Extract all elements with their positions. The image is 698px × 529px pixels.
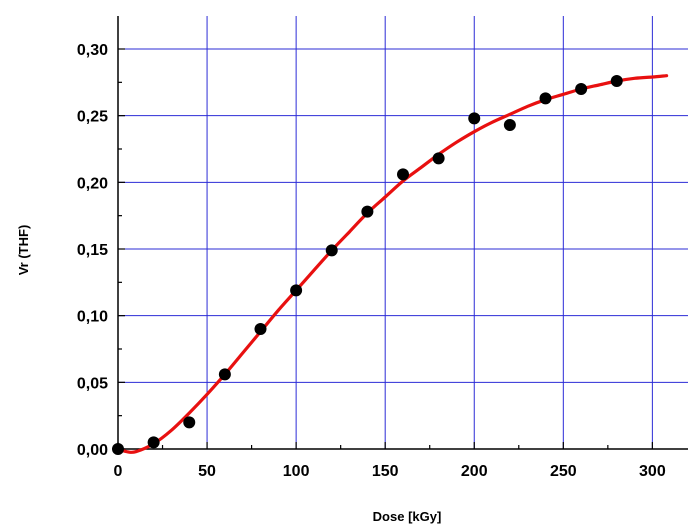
x-tick-label: 300 — [639, 463, 666, 480]
x-tick-label: 50 — [198, 463, 216, 480]
fit-curve — [118, 74, 669, 454]
tick-labels: 0 50 100 150 200 250 300 0,00 0,05 0,10 0,15 0,20 0,… — [77, 42, 666, 480]
y-axis-title: Vr (THF) — [16, 225, 31, 276]
data-point — [432, 152, 445, 165]
x-tick-label: 200 — [461, 463, 488, 480]
y-tick-label: 0,30 — [77, 42, 108, 59]
y-tick-label: 0,10 — [77, 309, 108, 326]
grid — [118, 16, 688, 449]
x-tick-label: 250 — [550, 463, 577, 480]
data-point — [112, 443, 124, 455]
data-point — [254, 323, 267, 335]
series — [112, 74, 669, 455]
y-tick-label: 0,25 — [77, 109, 108, 126]
data-point — [610, 75, 623, 87]
data-point — [468, 112, 481, 125]
x-tick-label: 0 — [114, 463, 123, 480]
x-axis-title: Dose [kGy] — [373, 509, 442, 524]
data-point — [397, 168, 409, 181]
data-point — [218, 368, 231, 381]
axes — [117, 16, 688, 450]
data-point — [503, 119, 516, 131]
data-point — [325, 244, 338, 257]
x-tick-label: 150 — [372, 463, 399, 480]
data-point — [183, 416, 196, 429]
data-point — [539, 92, 552, 105]
y-tick-label: 0,05 — [77, 375, 108, 392]
x-tick-label: 100 — [283, 463, 310, 480]
y-tick-label: 0,15 — [77, 242, 108, 259]
data-point — [290, 284, 303, 297]
data-point — [147, 436, 160, 449]
y-tick-label: 0,20 — [77, 175, 108, 192]
data-point — [361, 205, 374, 218]
data-point — [575, 83, 588, 95]
y-tick-label: 0,00 — [77, 442, 108, 459]
